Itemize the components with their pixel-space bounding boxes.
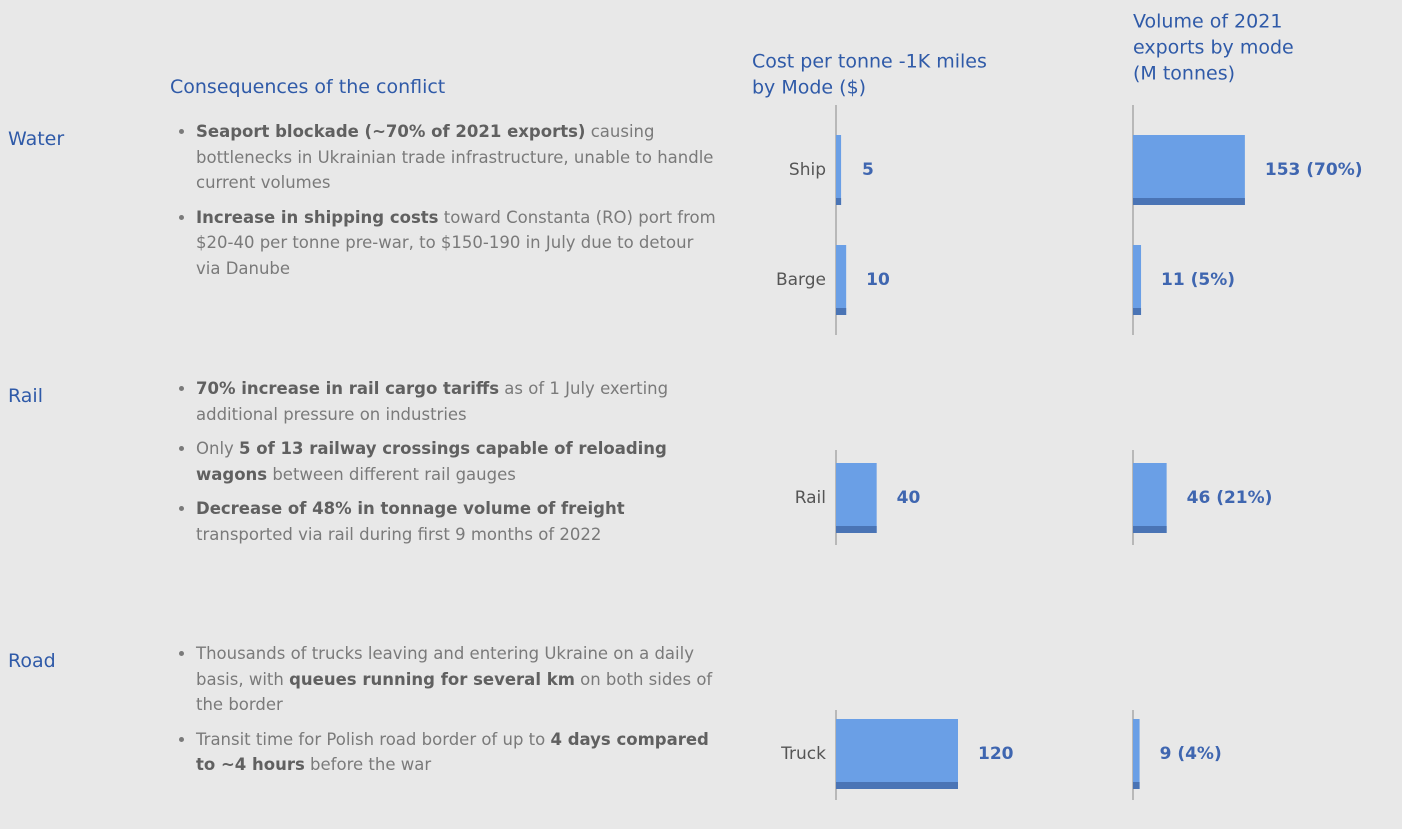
bar <box>1133 719 1140 789</box>
bar <box>836 135 842 205</box>
value-label: 9 (4%) <box>1160 744 1222 764</box>
category-label: Rail <box>795 488 826 508</box>
category-label: Truck <box>780 744 826 764</box>
value-label: 40 <box>897 488 921 508</box>
value-label: 11 (5%) <box>1161 270 1235 290</box>
section-label: Water <box>8 128 65 150</box>
value-label: 10 <box>866 270 890 290</box>
section-label: Rail <box>8 385 43 407</box>
bar-shadow <box>836 308 847 315</box>
bar <box>1133 245 1142 315</box>
bar-shadow <box>836 526 877 533</box>
bar <box>836 719 958 789</box>
bullet-text: on both sides of the border <box>196 669 713 715</box>
bullet-list: Thousands of trucks leaving and entering… <box>176 641 721 787</box>
bar <box>836 463 877 533</box>
bar <box>836 245 847 315</box>
chart-title: by Mode ($) <box>752 77 866 99</box>
bullet: Transit time for Polish road border of u… <box>196 727 721 778</box>
bar-shadow <box>1133 308 1142 315</box>
bullet-text: Decrease of 48% in tonnage volume of fre… <box>196 499 625 518</box>
bullet-text: before the war <box>304 755 432 774</box>
bullet-text: 5 of 13 railway crossings capable of rel… <box>196 439 667 484</box>
bullet: 70% increase in rail cargo tariffs as of… <box>196 376 721 427</box>
bar-shadow <box>836 198 842 205</box>
bullet-text: Thousands of trucks leaving and entering… <box>196 644 694 689</box>
bullet-text: Seaport blockade (~70% of 2021 exports) <box>196 122 586 141</box>
bullet: Decrease of 48% in tonnage volume of fre… <box>196 496 721 547</box>
bullet: Only 5 of 13 railway crossings capable o… <box>196 436 721 487</box>
section-label: Road <box>8 650 56 672</box>
chart-title: Volume of 2021 <box>1133 11 1282 33</box>
chart-title: exports by mode <box>1133 37 1294 59</box>
bullet-text: 70% increase in rail cargo tariffs <box>196 379 500 398</box>
category-label: Ship <box>789 160 826 180</box>
bar <box>1133 135 1245 205</box>
category-label: Barge <box>776 270 826 290</box>
bullet-text: Transit time for Polish road border of u… <box>196 729 551 749</box>
bullet: Seaport blockade (~70% of 2021 exports) … <box>196 119 721 196</box>
chart-title: Cost per tonne -1K miles <box>752 51 987 73</box>
bullet: Increase in shipping costs toward Consta… <box>196 205 721 282</box>
bullet-text: toward Constanta (RO) port from $20-40 p… <box>196 207 716 278</box>
bar-shadow <box>1133 526 1167 533</box>
bar-shadow <box>1133 198 1245 205</box>
header: Consequences of the conflict <box>170 76 446 98</box>
value-label: 153 (70%) <box>1265 160 1363 180</box>
bullet-list: Seaport blockade (~70% of 2021 exports) … <box>176 119 721 290</box>
bullet-text: Only <box>196 439 240 458</box>
value-label: 120 <box>978 744 1014 764</box>
value-label: 46 (21%) <box>1187 488 1273 508</box>
bullet-text: between different rail gauges <box>267 464 516 484</box>
bullet-text: 4 days compared to ~4 hours <box>196 729 709 775</box>
bullet-text: as of 1 July exerting additional pressur… <box>196 379 669 424</box>
bullet-list: 70% increase in rail cargo tariffs as of… <box>176 376 721 556</box>
bar-shadow <box>836 782 958 789</box>
chart-title: (M tonnes) <box>1133 63 1235 85</box>
bullet-text: transported via rail during first 9 mont… <box>196 524 602 544</box>
bullet-text: Increase in shipping costs <box>196 207 439 227</box>
bar <box>1133 463 1167 533</box>
value-label: 5 <box>862 160 874 180</box>
bullet-text: queues running for several km <box>289 669 575 689</box>
bar-shadow <box>1133 782 1140 789</box>
bullet: Thousands of trucks leaving and entering… <box>196 641 721 718</box>
bullet-text: causing bottlenecks in Ukrainian trade i… <box>196 122 714 192</box>
